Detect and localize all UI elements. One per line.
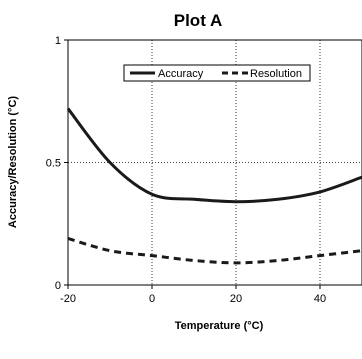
legend-label-resolution: Resolution — [250, 68, 302, 80]
legend-box — [123, 64, 311, 82]
x-tick-label-3: 40 — [314, 293, 326, 305]
x-tick-label-1: 0 — [149, 293, 155, 305]
y-tick-label-2: 1 — [55, 35, 61, 47]
x-tick-label-0: -20 — [60, 293, 76, 305]
legend-label-accuracy: Accuracy — [158, 68, 204, 80]
series-line-accuracy — [66, 107, 362, 204]
y-axis-label: Accuracy/Resolution (°C) — [7, 96, 19, 228]
y-tick-label-0: 0 — [55, 280, 61, 292]
grid — [68, 40, 362, 285]
x-tick-label-2: 20 — [230, 293, 242, 305]
series-layer — [66, 107, 362, 265]
y-tick-label-1: 0.5 — [46, 158, 61, 170]
legend: Accuracy Resolution — [123, 64, 311, 82]
axis-ticks — [64, 39, 321, 289]
chart-title: Plot A — [174, 11, 222, 30]
series-line-resolution — [67, 236, 362, 265]
x-axis-label: Temperature (°C) — [175, 320, 264, 332]
